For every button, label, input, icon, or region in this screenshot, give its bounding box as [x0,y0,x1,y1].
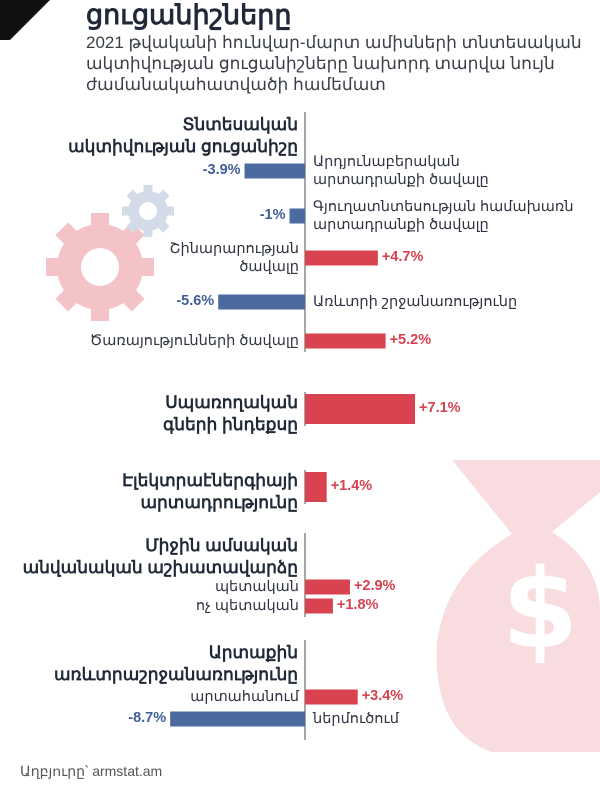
category-label-line: պետական [214,579,299,595]
section-title-line: գների ինդեքսը [163,415,298,434]
data-label: +1.4% [330,478,373,494]
bar [305,250,378,266]
bar [305,689,358,705]
section-title-line: առևտրաշրջանառությունը [54,665,298,684]
data-label: +4.7% [381,249,424,265]
bar [305,333,386,349]
category-label: Գյուղատնտեսության համախառն արտադրանքի ծավ… [313,198,574,234]
corner-triangle-decoration [0,0,50,40]
category-label-line: ծավալը [239,259,299,275]
subtitle-line: 2021 թվականի հունվար-մարտ ամիսների տնտես… [86,33,582,52]
category-label-line: արտադրանքի ծավալը [313,172,489,188]
section-title: Միջին ամսական անվանական աշխատավարձը [23,535,298,579]
category-label: Առևտրի շրջանառությունը [313,293,517,311]
category-label: արտահանում [190,688,299,706]
section-title-line: ակտիվության ցուցանիշը [68,137,298,156]
subtitle-line: ժամանակահատվածի համեմատ [86,75,386,94]
section-title-line: անվանական աշխատավարձը [22,558,298,577]
category-label: ոչ պետական [196,597,299,615]
category-label: Ծառայությունների ծավալը [90,332,299,350]
bar [305,579,350,595]
category-label-line: արտահանում [190,689,299,705]
data-label: +3.4% [361,688,404,704]
data-label: -1% [259,207,286,223]
category-label: ներմուծում [313,710,399,728]
bar [289,208,305,224]
category-label-line: Գյուղատնտեսության համախառն [313,199,574,215]
category-label-line: Շինարարության [169,241,299,257]
bar [305,472,327,502]
section-title: Տնտեսական ակտիվության ցուցանիշը [68,114,298,158]
subtitle: 2021 թվականի հունվար-մարտ ամիսների տնտես… [86,32,586,95]
category-label: Արդյունաբերական արտադրանքի ծավալը [313,153,489,189]
category-label-line: Ծառայությունների ծավալը [89,333,299,349]
section-title-line: Արտաքին [208,643,298,662]
section-title-line: Տնտեսական [182,115,298,134]
bar [305,598,333,614]
section-title-line: Էլեկտրաէներգիայի [122,471,298,490]
section-title-line: Միջին ամսական [145,536,298,555]
bar [218,294,305,310]
page-title: ցուցանիշները [86,0,292,30]
source-note: Աղբյուրը՝ armstat.am [20,763,163,779]
subtitle-line: ակտիվության ցուցանիշները նախորդ տարվա նո… [86,54,555,73]
data-label: +5.2% [389,332,432,348]
data-label: -8.7% [128,710,167,726]
data-label: -3.9% [202,162,241,178]
bar [170,711,305,727]
bar [305,394,416,424]
money-bag-icon: $ [436,460,600,752]
category-label-line: ներմուծում [313,711,399,727]
data-label: +1.8% [336,597,379,613]
data-label: -5.6% [176,293,215,309]
category-label-line: Առևտրի շրջանառությունը [313,294,518,310]
category-label: պետական [215,578,299,596]
data-label: +7.1% [419,400,461,416]
section-title-line: արտադրությունը [140,493,298,512]
section-title: Էլեկտրաէներգիայի արտադրությունը [122,470,298,514]
section-title: Սպառողական գների ինդեքսը [163,392,298,436]
section-title-line: Սպառողական [165,393,298,412]
gear-icon [46,185,174,321]
section-title: Արտաքին առևտրաշրջանառությունը [54,642,298,686]
category-label: Շինարարության ծավալը [170,240,299,276]
category-label-line: ոչ պետական [195,598,299,614]
svg-text:$: $ [502,545,579,673]
category-label-line: արտադրանքի ծավալը [313,217,489,233]
data-label: +2.9% [353,578,396,594]
category-label-line: Արդյունաբերական [313,154,460,170]
bar [244,163,305,179]
